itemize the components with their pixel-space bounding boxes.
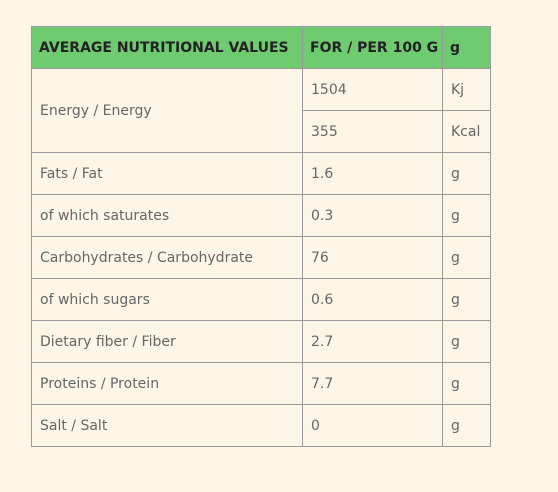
value-cell: 0 — [302, 404, 443, 447]
unit-cell: g — [442, 194, 491, 237]
row: of which sugars 0.6 g — [31, 278, 491, 321]
label-cell: Salt / Salt — [31, 404, 303, 447]
value-cell: 76 — [302, 236, 443, 279]
header-cell: AVERAGE NUTRITIONAL VALUES — [31, 26, 303, 69]
unit-cell: Kj — [442, 68, 491, 111]
label-cell: Energy / Energy — [31, 68, 303, 153]
label-cell: of which saturates — [31, 194, 303, 237]
value-cell: 2.7 — [302, 320, 443, 363]
unit-cell: Kcal — [442, 110, 491, 153]
value-cell: 0.3 — [302, 194, 443, 237]
value-cell: 7.7 — [302, 362, 443, 405]
header-cell: FOR / PER 100 G — [302, 26, 443, 69]
unit-cell: g — [442, 278, 491, 321]
value-cell: 0.6 — [302, 278, 443, 321]
unit-cell: g — [442, 320, 491, 363]
row: Carbohydrates / Carbohydrate 76 g — [31, 236, 491, 279]
row: Proteins / Protein 7.7 g — [31, 362, 491, 405]
row: Energy / Energy 1504 Kj — [31, 68, 491, 153]
row: 355 Kcal — [32, 110, 491, 153]
value-cell: 1504 — [302, 68, 443, 111]
nutrition-table: AVERAGE NUTRITIONAL VALUES FOR / PER 100 … — [31, 26, 491, 447]
unit-cell: g — [442, 236, 491, 279]
label-cell: Carbohydrates / Carbohydrate — [31, 236, 303, 279]
header-cell: g — [442, 26, 491, 69]
value-cell: 355 — [302, 110, 443, 153]
unit-cell: g — [442, 362, 491, 405]
value-cell: 1.6 — [302, 152, 443, 195]
row: of which saturates 0.3 g — [31, 194, 491, 237]
unit-cell: g — [442, 404, 491, 447]
header-row: AVERAGE NUTRITIONAL VALUES FOR / PER 100 … — [31, 26, 491, 69]
row: Dietary fiber / Fiber 2.7 g — [31, 320, 491, 363]
label-cell: of which sugars — [31, 278, 303, 321]
label-cell: Fats / Fat — [31, 152, 303, 195]
label-cell: Dietary fiber / Fiber — [31, 320, 303, 363]
table-body: Energy / Energy 1504 Kj 355 Kcal Fats / Fat 1.… — [31, 68, 491, 447]
unit-cell: g — [442, 152, 491, 195]
row: Salt / Salt 0 g — [31, 404, 491, 447]
label-cell: Proteins / Protein — [31, 362, 303, 405]
row: Fats / Fat 1.6 g — [31, 152, 491, 195]
